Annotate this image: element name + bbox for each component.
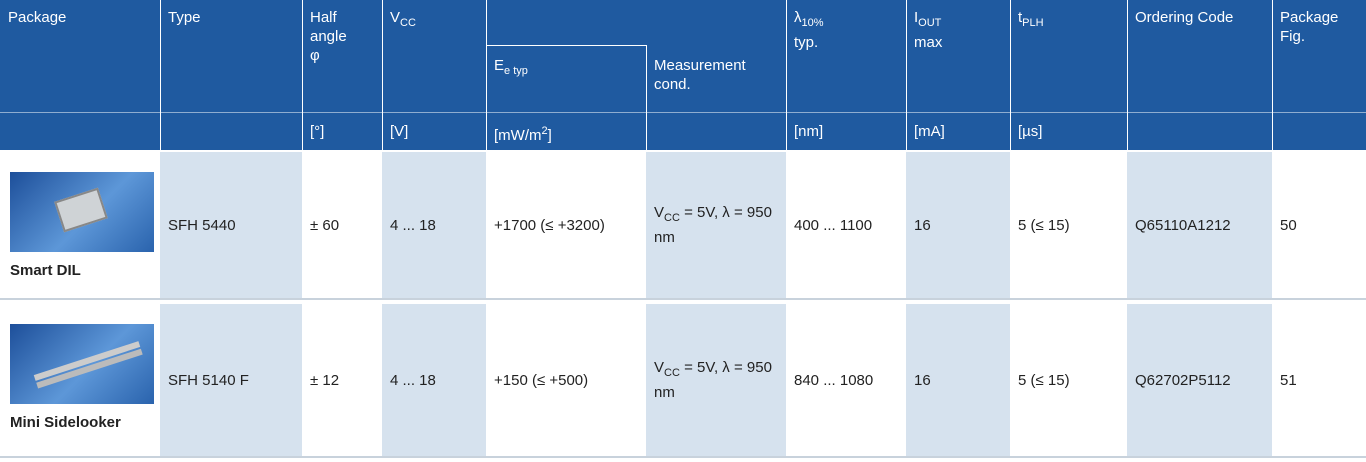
unit: [mW/m2] xyxy=(486,122,560,145)
col-header: IOUT max xyxy=(906,8,1010,52)
cell: +1700 (≤ +3200) xyxy=(494,216,605,234)
cell: 51 xyxy=(1280,371,1297,389)
unit: [nm] xyxy=(794,123,824,140)
sub: CC xyxy=(664,367,680,379)
label: max xyxy=(914,34,943,51)
sub: CC xyxy=(400,17,416,29)
sub: 10% xyxy=(801,17,824,29)
package-name: Smart DIL xyxy=(10,262,81,279)
unit-text: [mW/m xyxy=(494,127,542,144)
cell: VCC = 5V, λ = 950 nm xyxy=(646,304,786,456)
row-separator xyxy=(0,456,1366,458)
cell: 16 xyxy=(906,304,1010,456)
label: Half angle xyxy=(310,9,347,45)
cell: 5 (≤ 15) xyxy=(1018,216,1070,234)
cell: Q65110A1212 xyxy=(1127,152,1272,298)
sub: OUT xyxy=(918,17,942,29)
text: V xyxy=(654,359,665,376)
unit: [V] xyxy=(390,123,409,140)
row-separator xyxy=(0,298,1366,300)
text: V xyxy=(654,204,665,221)
cell: Q62702P5112 xyxy=(1127,304,1272,456)
label: V xyxy=(390,9,401,26)
package-image xyxy=(10,172,154,252)
text: = 5V, λ = 950 nm xyxy=(654,204,772,246)
sub: CC xyxy=(664,212,680,224)
col-header: Ordering Code xyxy=(1135,9,1234,26)
divider xyxy=(382,0,383,150)
cell: 16 xyxy=(906,152,1010,298)
label: E xyxy=(494,57,505,74)
unit: [mA] xyxy=(914,123,945,140)
divider xyxy=(1127,0,1128,150)
col-header: λ10% typ. xyxy=(786,8,906,52)
divider xyxy=(486,45,646,46)
sub: e typ xyxy=(504,65,528,77)
cell: 840 ... 1080 xyxy=(794,371,874,389)
symbol: φ xyxy=(310,47,320,64)
col-header: VCC xyxy=(382,8,486,33)
col-header: Half angle φ xyxy=(302,8,364,65)
col-header: Type xyxy=(168,9,201,26)
cell: 5 (≤ 15) xyxy=(1018,371,1070,389)
label: λ xyxy=(794,9,802,26)
col-header: Package Fig. xyxy=(1280,9,1339,45)
divider xyxy=(786,0,787,150)
sup: 2 xyxy=(541,125,548,137)
divider xyxy=(646,45,647,150)
divider xyxy=(486,0,487,150)
unit: [°] xyxy=(310,123,325,140)
cell: 4 ... 18 xyxy=(382,304,486,456)
cell: 4 ... 18 xyxy=(382,152,486,298)
cell: ± 60 xyxy=(310,216,340,234)
cell: VCC = 5V, λ = 950 nm xyxy=(646,152,786,298)
cell: SFH 5140 F xyxy=(160,304,302,456)
divider xyxy=(906,0,907,150)
cell-text: VCC = 5V, λ = 950 nm xyxy=(654,203,778,247)
divider xyxy=(0,112,1366,113)
cell: +150 (≤ +500) xyxy=(494,371,589,389)
cell: ± 12 xyxy=(310,371,340,389)
label: t xyxy=(1018,9,1023,26)
component xyxy=(54,187,108,233)
header-bg xyxy=(0,0,1366,150)
package-name: Mini Sidelooker xyxy=(10,414,121,431)
component xyxy=(33,341,141,381)
cell-text: VCC = 5V, λ = 950 nm xyxy=(654,358,778,402)
package-image xyxy=(10,324,154,404)
col-header: Measurement cond. xyxy=(654,57,746,93)
text: = 5V, λ = 950 nm xyxy=(654,359,772,401)
sub: PLH xyxy=(1022,17,1044,29)
label: I xyxy=(914,9,919,26)
unit-text: ] xyxy=(547,127,552,144)
divider xyxy=(302,0,303,150)
cell: 50 xyxy=(1280,216,1297,234)
divider xyxy=(1010,0,1011,150)
unit: [µs] xyxy=(1018,123,1043,140)
divider xyxy=(160,0,161,150)
col-header: Ee typ xyxy=(486,56,646,81)
label: typ. xyxy=(794,34,819,51)
col-header: tPLH xyxy=(1010,8,1127,33)
cell: 400 ... 1100 xyxy=(794,216,873,234)
cell: SFH 5440 xyxy=(160,152,302,298)
col-header: Package xyxy=(8,9,67,26)
divider xyxy=(1272,0,1273,150)
